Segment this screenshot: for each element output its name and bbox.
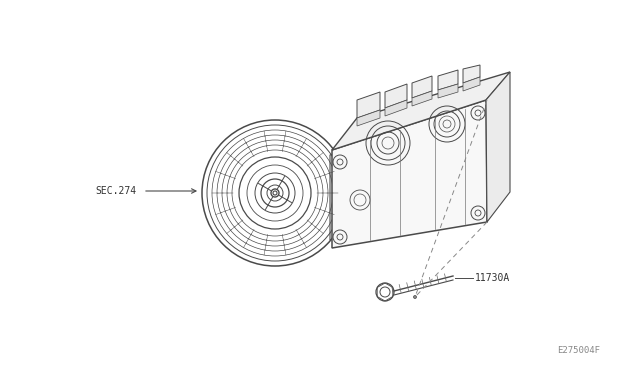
Polygon shape (486, 72, 510, 222)
Polygon shape (385, 84, 407, 108)
Text: E275004F: E275004F (557, 346, 600, 355)
Polygon shape (357, 110, 380, 126)
Polygon shape (385, 100, 407, 116)
Polygon shape (332, 72, 510, 150)
Text: 11730A: 11730A (475, 273, 510, 283)
Polygon shape (357, 92, 380, 118)
Polygon shape (332, 100, 487, 248)
Polygon shape (463, 65, 480, 83)
Text: SEC.274: SEC.274 (95, 186, 136, 196)
Polygon shape (438, 70, 458, 90)
Polygon shape (438, 84, 458, 98)
Polygon shape (463, 77, 480, 91)
Circle shape (413, 295, 417, 298)
Polygon shape (412, 76, 432, 98)
Polygon shape (412, 91, 432, 106)
